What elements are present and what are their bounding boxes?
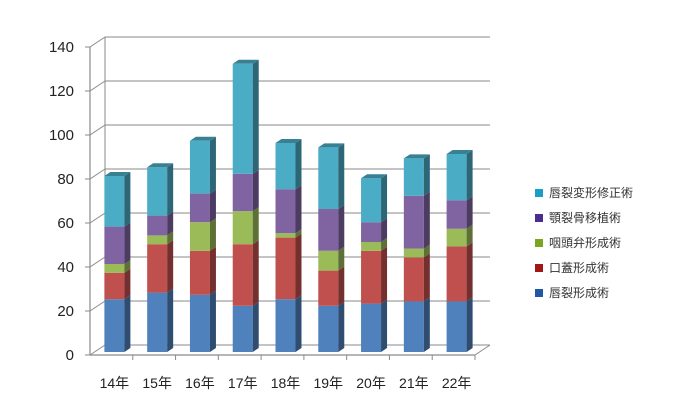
legend-item: 咽頭弁形成術	[535, 230, 633, 255]
legend-swatch-icon	[535, 263, 543, 272]
bar-19年	[318, 143, 345, 352]
svg-text:15年: 15年	[142, 375, 172, 391]
bar-20年	[361, 174, 388, 352]
svg-text:17年: 17年	[228, 375, 258, 391]
bar-22年	[446, 150, 473, 352]
svg-text:60: 60	[57, 215, 74, 232]
svg-text:22年: 22年	[442, 375, 472, 391]
y-axis: 0 20 40 60 80 100 120 140	[49, 39, 74, 364]
legend-swatch-icon	[535, 238, 543, 247]
legend-swatch-icon	[535, 188, 543, 197]
svg-text:20年: 20年	[356, 375, 386, 391]
legend-item: 顎裂骨移植術	[535, 205, 633, 230]
bar-14年	[104, 172, 131, 352]
legend-label: 咽頭弁形成術	[549, 236, 622, 250]
legend-item: 口蓋形成術	[535, 255, 633, 280]
svg-text:14年: 14年	[100, 375, 130, 391]
legend-label: 顎裂骨移植術	[549, 211, 622, 225]
legend-swatch-icon	[535, 213, 543, 222]
legend-label: 唇裂形成術	[549, 286, 610, 300]
svg-text:19年: 19年	[313, 375, 343, 391]
legend-item: 唇裂形成術	[535, 280, 633, 305]
svg-text:120: 120	[49, 83, 74, 100]
bar-17年	[232, 59, 259, 352]
legend: 唇裂変形修正術 顎裂骨移植術 咽頭弁形成術 口蓋形成術 唇裂形成術	[535, 180, 633, 305]
svg-text:21年: 21年	[399, 375, 429, 391]
bar-15年	[147, 163, 174, 352]
svg-text:80: 80	[57, 171, 74, 188]
bars	[104, 59, 473, 352]
svg-text:20: 20	[57, 303, 74, 320]
legend-label: 唇裂変形修正術	[549, 186, 634, 200]
bar-21年	[403, 154, 430, 352]
svg-text:140: 140	[49, 39, 74, 56]
svg-text:100: 100	[49, 127, 74, 144]
svg-text:16年: 16年	[185, 375, 215, 391]
bar-16年	[189, 136, 216, 352]
svg-text:40: 40	[57, 259, 74, 276]
bar-18年	[275, 139, 302, 352]
legend-label: 口蓋形成術	[549, 261, 610, 275]
x-axis: 14年 15年 16年 17年 18年 19年 20年 21年 22年	[100, 355, 476, 391]
svg-text:0: 0	[66, 347, 74, 364]
svg-text:18年: 18年	[271, 375, 301, 391]
legend-swatch-icon	[535, 288, 543, 297]
legend-item: 唇裂変形修正術	[535, 180, 633, 205]
